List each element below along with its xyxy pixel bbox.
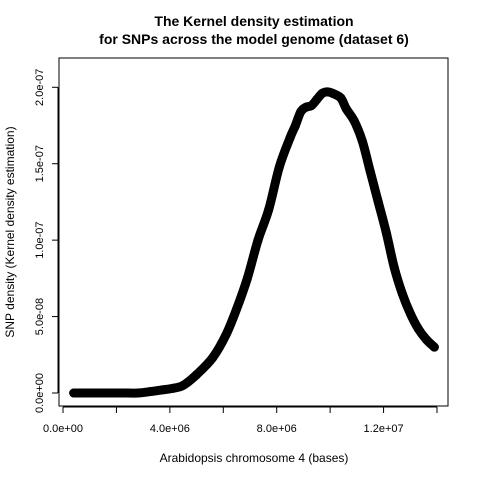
- data-point: [232, 304, 242, 314]
- y-tick-label: 5.0e-08: [34, 298, 46, 335]
- data-point: [69, 388, 79, 398]
- data-point: [133, 388, 143, 398]
- y-tick-label: 1.5e-07: [34, 145, 46, 182]
- data-point: [208, 353, 218, 363]
- data-point: [85, 388, 95, 398]
- x-tick-label: 0.0e+00: [43, 423, 83, 435]
- data-point: [242, 273, 252, 283]
- data-point: [421, 335, 431, 344]
- data-point: [274, 162, 284, 172]
- data-point: [285, 133, 295, 143]
- y-tick-label: 2.0e-07: [34, 69, 46, 106]
- x-tick-label: 8.0e+06: [257, 423, 297, 435]
- data-point: [365, 166, 375, 176]
- data-point: [357, 136, 367, 146]
- y-tick-label: 1.0e-07: [34, 221, 46, 258]
- data-point: [405, 309, 415, 319]
- density-line: [69, 87, 439, 398]
- data-point: [192, 370, 202, 380]
- data-point: [373, 197, 383, 207]
- data-point: [264, 205, 274, 215]
- data-point: [413, 324, 423, 334]
- x-tick-label: 1.2e+07: [364, 423, 404, 435]
- data-point: [381, 228, 391, 237]
- data-point: [253, 235, 263, 245]
- y-axis: 0.0e+00 5.0e-08 1.0e-07 1.5e-07 2.0e-07: [34, 69, 59, 413]
- y-tick-label: 0.0e+00: [34, 373, 46, 413]
- data-point: [328, 88, 338, 98]
- data-point: [221, 330, 231, 340]
- data-point: [341, 104, 351, 114]
- data-point: [168, 383, 178, 393]
- chart-title: The Kernel density estimation: [154, 13, 353, 29]
- x-tick-label: 4.0e+06: [150, 423, 190, 435]
- x-axis-label: Arabidopsis chromosome 4 (bases): [160, 451, 349, 465]
- x-axis: 0.0e+00 4.0e+06 8.0e+06 1.2e+07: [43, 406, 438, 435]
- data-point: [429, 342, 439, 352]
- series-group: [69, 87, 439, 398]
- plot-frame: [58, 57, 449, 407]
- data-point: [101, 388, 111, 398]
- data-point: [306, 101, 316, 111]
- data-point: [312, 95, 322, 105]
- chart-subtitle: for SNPs across the model genome (datase…: [99, 31, 409, 47]
- data-point: [336, 93, 346, 103]
- data-point: [397, 289, 407, 299]
- data-point: [290, 121, 300, 130]
- data-point: [117, 388, 127, 398]
- y-axis-label: SNP density (Kernel density estimation): [3, 126, 17, 337]
- data-point: [157, 385, 167, 395]
- data-point: [178, 380, 188, 390]
- data-point: [389, 263, 399, 273]
- data-point: [146, 386, 156, 396]
- data-point: [349, 116, 359, 126]
